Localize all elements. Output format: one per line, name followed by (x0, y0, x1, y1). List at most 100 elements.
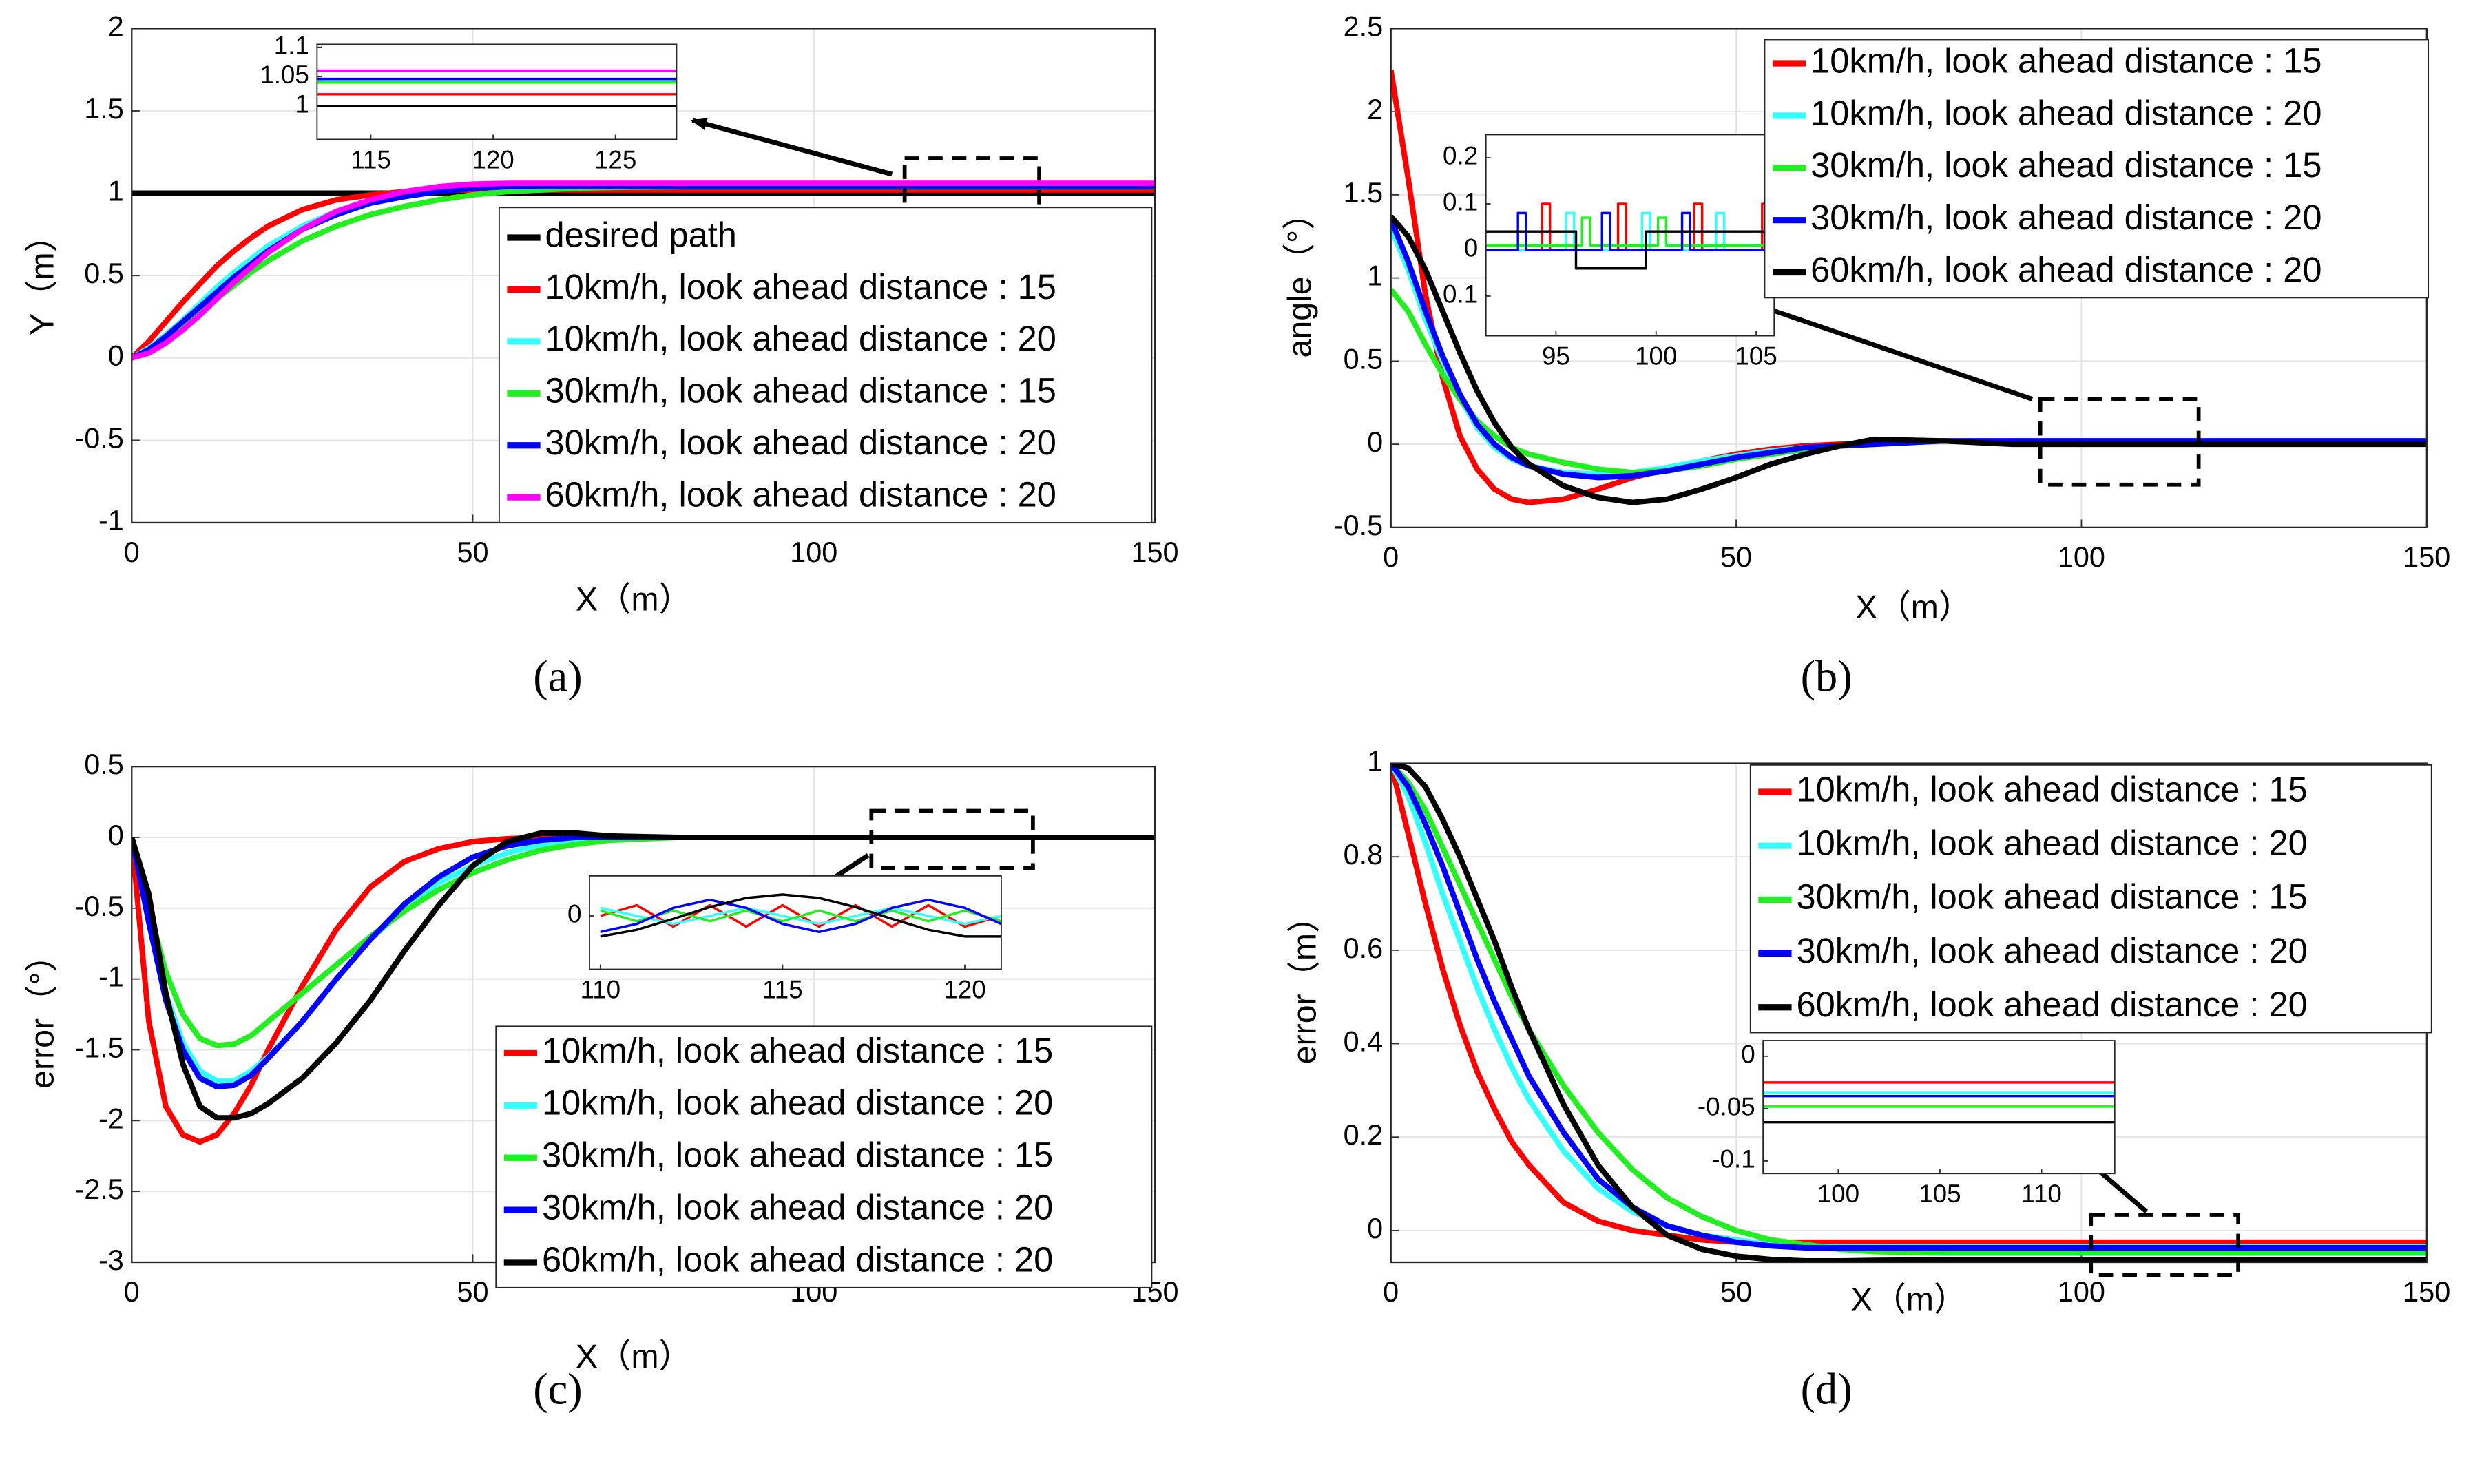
legend-label: 30km/h, look ahead distance : 20 (1810, 198, 2321, 237)
x-tick-label: 115 (762, 975, 803, 1003)
legend-label: 60km/h, look ahead distance : 20 (1810, 250, 2321, 289)
inset-series-group (317, 70, 677, 107)
y-tick-label: -0.5 (74, 890, 123, 922)
inset-box (589, 875, 1002, 970)
legend-label: 30km/h, look ahead distance : 15 (542, 1136, 1053, 1175)
x-tick-label: 0 (124, 1276, 140, 1308)
legend-label: 10km/h, look ahead distance : 20 (1810, 93, 2321, 132)
y-tick-label: -2.5 (74, 1173, 123, 1205)
x-tick-label: 100 (2058, 541, 2105, 573)
x-tick-label: 150 (1131, 536, 1178, 568)
x-tick-label: 105 (1919, 1180, 1961, 1208)
y-axis-label: error（m） (1286, 900, 1324, 1065)
legend-label: 10km/h, look ahead distance : 20 (545, 319, 1056, 358)
line (1390, 763, 2427, 1256)
x-tick-label: 50 (457, 536, 489, 568)
legend-box (498, 207, 1153, 523)
legend-box (1749, 764, 2432, 1034)
x-tick-label: 50 (457, 1276, 489, 1308)
line (600, 899, 1001, 933)
x-tick-label: 0 (124, 536, 140, 568)
series-group (1390, 763, 2427, 1263)
x-tick-label: 150 (2403, 541, 2450, 573)
y-tick-label: 0.2 (1443, 142, 1478, 170)
x-tick-label: 105 (1735, 342, 1777, 370)
x-tick-label: 95 (1542, 342, 1570, 370)
legend-label: 30km/h, look ahead distance : 20 (542, 1187, 1053, 1226)
y-tick-label: 1 (295, 90, 309, 118)
line (1390, 763, 2427, 1263)
line (1390, 214, 2427, 505)
y-tick-label: 0 (567, 900, 581, 928)
legend-box (1764, 39, 2430, 299)
inset-background (317, 44, 677, 140)
y-tick-label: 0 (1367, 1213, 1383, 1244)
legend-label: 60km/h, look ahead distance : 20 (1796, 985, 2307, 1024)
zoom-box (869, 808, 1035, 870)
legend-label: 10km/h, look ahead distance : 20 (542, 1083, 1053, 1122)
legend-label: 10km/h, look ahead distance : 15 (1796, 769, 2307, 808)
legend-label: 10km/h, look ahead distance : 15 (545, 267, 1056, 306)
y-tick-label: 0.2 (1344, 1119, 1384, 1151)
y-tick-label: -1.5 (74, 1032, 123, 1063)
y-tick-label: -2 (98, 1102, 124, 1134)
legend-label: 10km/h, look ahead distance : 15 (1810, 41, 2321, 80)
inset-background (1485, 134, 1775, 336)
series-group (1390, 70, 2427, 505)
y-tick-label: -0.5 (1334, 510, 1383, 541)
x-axis-label: X（m） (576, 1338, 692, 1375)
panel-label: (c) (533, 1365, 582, 1414)
inset-series-group (1763, 1081, 2115, 1124)
x-tick-label: 120 (472, 145, 514, 174)
x-tick-label: 100 (2058, 1276, 2105, 1308)
inset-box (1762, 1040, 2116, 1175)
legend-box (495, 1025, 1153, 1288)
zoom-arrow (691, 118, 893, 177)
x-axis-label: X（m） (1855, 589, 1972, 626)
x-tick-label: 110 (2021, 1180, 2062, 1208)
line (1485, 211, 1775, 251)
legend-label: 30km/h, look ahead distance : 20 (545, 423, 1056, 462)
x-tick-label: 100 (1635, 342, 1677, 370)
y-tick-label: 0.8 (1344, 839, 1384, 870)
x-tick-label: 100 (1817, 1180, 1859, 1208)
legend-label: 30km/h, look ahead distance : 15 (1810, 145, 2321, 185)
x-tick-label: 110 (580, 975, 620, 1003)
x-tick-label: 120 (943, 975, 985, 1003)
y-tick-label: 0.1 (1443, 188, 1478, 216)
x-tick-label: 150 (2403, 1276, 2450, 1308)
y-tick-label: 1.1 (274, 31, 309, 59)
zoom-box (2089, 1213, 2241, 1277)
y-axis-label: Y（m） (24, 219, 61, 335)
y-tick-label: 0.5 (84, 749, 124, 780)
y-tick-label: 0.4 (1344, 1025, 1384, 1057)
y-tick-label: -3 (98, 1244, 124, 1276)
y-tick-label: 1.5 (1344, 177, 1384, 209)
panel-label: (a) (533, 652, 582, 701)
y-tick-label: 0 (108, 340, 124, 372)
y-tick-label: -0.05 (1698, 1093, 1755, 1121)
y-tick-label: 0.5 (84, 258, 124, 289)
line (1390, 763, 2427, 1251)
line (1485, 211, 1775, 251)
line (1485, 230, 1775, 270)
legend-label: 10km/h, look ahead distance : 20 (1796, 824, 2307, 863)
zoom-arrow (1725, 292, 2034, 401)
y-tick-label: 0 (1367, 426, 1383, 458)
legend-label: 60km/h, look ahead distance : 20 (542, 1240, 1053, 1279)
y-tick-label: 1.05 (260, 61, 309, 89)
line (1390, 218, 2427, 481)
x-tick-label: 115 (351, 145, 391, 174)
inset-series-group (1485, 202, 1775, 270)
inset-background (589, 875, 1001, 970)
y-tick-label: 0 (1464, 234, 1478, 262)
inset-series-group (600, 893, 1001, 938)
x-tick-label: 100 (790, 536, 837, 568)
y-tick-label: 2.5 (1344, 10, 1384, 42)
y-tick-label: -1 (98, 961, 124, 993)
x-tick-label: 0 (1383, 541, 1399, 573)
legend-label: 30km/h, look ahead distance : 20 (1796, 931, 2307, 970)
legend-label: 30km/h, look ahead distance : 15 (545, 371, 1056, 410)
y-tick-label: -0.5 (74, 422, 123, 454)
